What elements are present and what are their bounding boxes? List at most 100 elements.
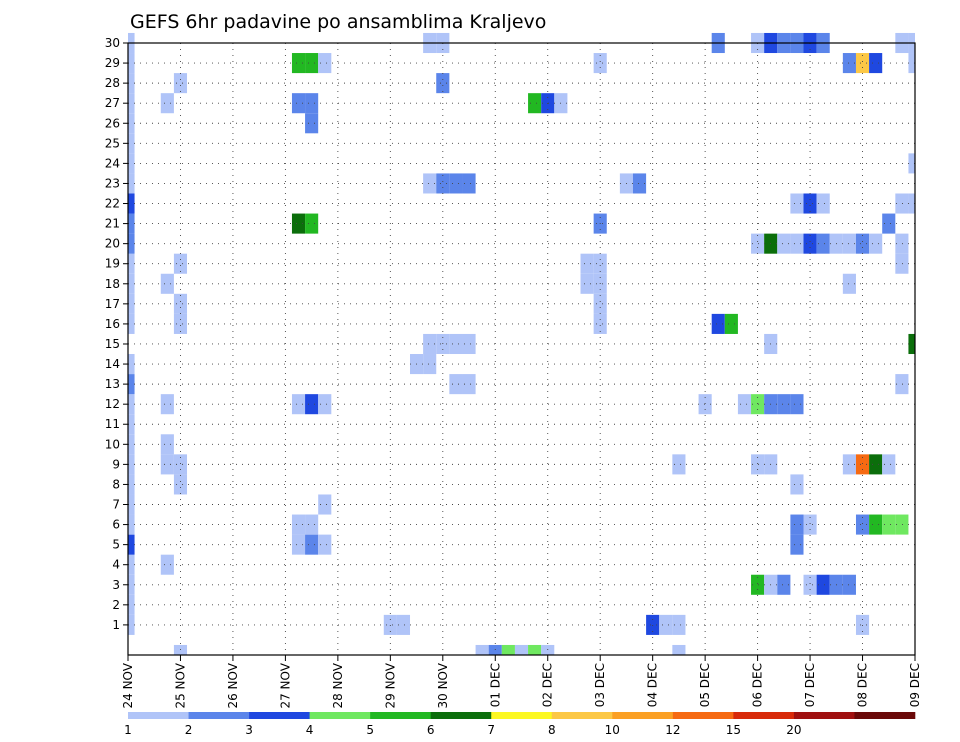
precip-cell [128, 394, 135, 415]
y-tick-label: 10 [105, 437, 120, 451]
precip-cell [908, 193, 915, 214]
precip-cell [128, 494, 135, 515]
colorbar-label: 12 [665, 723, 680, 737]
precip-cell [305, 53, 319, 74]
precip-cell [128, 554, 135, 575]
y-tick-label: 26 [105, 116, 120, 130]
precip-cell [305, 113, 319, 134]
colorbar-label: 4 [306, 723, 314, 737]
precip-cell [173, 293, 188, 314]
y-tick-label: 27 [105, 96, 120, 110]
cell-layer [128, 32, 915, 655]
precip-cell [128, 514, 135, 535]
precip-cell [396, 614, 411, 635]
y-tick-label: 29 [105, 56, 120, 70]
y-tick-label: 18 [105, 277, 120, 291]
x-tick-label: 09 DEC [908, 663, 922, 707]
precip-cell [436, 73, 450, 94]
colorbar-label: 3 [245, 723, 253, 737]
colorbar-swatch [854, 712, 916, 719]
precip-cell [160, 554, 174, 575]
precip-cell [895, 253, 909, 274]
precip-cell [160, 434, 174, 455]
precip-cell [869, 454, 883, 475]
precip-cell [869, 233, 883, 254]
y-tick-label: 13 [105, 377, 120, 391]
precip-cell [895, 233, 909, 254]
colorbar-label: 7 [487, 723, 495, 737]
precip-cell [291, 534, 306, 555]
precip-cell [423, 173, 437, 194]
precip-cell [173, 253, 188, 274]
y-tick-label: 17 [105, 297, 120, 311]
precip-cell [895, 514, 909, 535]
precip-cell [816, 574, 830, 595]
precip-cell [751, 233, 765, 254]
precip-cell [593, 53, 607, 74]
precip-cell [128, 574, 135, 595]
colorbar-label: 5 [366, 723, 374, 737]
colorbar-swatch [793, 712, 855, 719]
precip-cell [305, 213, 319, 234]
y-tick-label: 4 [112, 558, 120, 572]
precip-cell [128, 93, 135, 114]
x-tick-label: 02 DEC [541, 663, 555, 707]
colorbar-swatch [430, 712, 492, 719]
precip-cell [908, 53, 915, 74]
precip-cell [305, 93, 319, 114]
precip-cell [128, 133, 135, 154]
x-tick-label: 06 DEC [751, 663, 765, 707]
precip-cell [462, 374, 476, 395]
y-tick-label: 3 [112, 578, 120, 592]
colorbar-swatch [491, 712, 553, 719]
precip-cell [318, 394, 332, 415]
y-tick-label: 11 [105, 417, 120, 431]
precip-cell [291, 93, 306, 114]
precip-cell [672, 454, 686, 475]
precip-cell [646, 614, 660, 635]
precip-cell [855, 514, 870, 535]
precip-cell [777, 574, 791, 595]
precip-cell [128, 474, 135, 495]
precip-cell [908, 153, 915, 174]
colorbar-swatch [188, 712, 250, 719]
precip-cell [128, 193, 135, 214]
precip-cell [659, 614, 673, 635]
precip-cell [128, 614, 135, 635]
precip-cell [462, 333, 476, 355]
precip-cell [908, 333, 915, 355]
precip-cell [128, 354, 135, 375]
y-tick-label: 9 [112, 457, 120, 471]
precip-cell [128, 414, 135, 435]
precip-cell [128, 273, 135, 294]
precip-cell [423, 354, 437, 375]
precip-cell [128, 293, 135, 314]
precip-cell [436, 173, 450, 194]
precip-cell [790, 394, 804, 415]
precip-cell [318, 53, 332, 74]
precip-cell [305, 534, 319, 555]
colorbar-swatch [672, 712, 734, 719]
colorbar-swatch [612, 712, 674, 719]
y-tick-label: 5 [112, 538, 120, 552]
precip-cell [711, 313, 725, 334]
precip-cell [160, 273, 174, 294]
precip-cell [724, 313, 738, 334]
x-tick-label: 28 NOV [331, 662, 345, 708]
x-tick-label: 05 DEC [698, 663, 712, 707]
grid-layer [127, 42, 916, 655]
precip-cell [790, 534, 804, 555]
precip-cell [803, 574, 817, 595]
precip-cell [173, 474, 188, 495]
x-tick-label: 30 NOV [436, 662, 450, 708]
precip-cell [173, 73, 188, 94]
precip-cell [855, 614, 870, 635]
precip-cell [672, 614, 686, 635]
precip-cell [128, 53, 135, 74]
precip-cell [842, 233, 856, 254]
precip-cell [855, 53, 870, 74]
colorbar-swatch [249, 712, 310, 719]
colorbar-label: 8 [548, 723, 556, 737]
precip-cell [449, 333, 463, 355]
precip-cell [128, 73, 135, 94]
